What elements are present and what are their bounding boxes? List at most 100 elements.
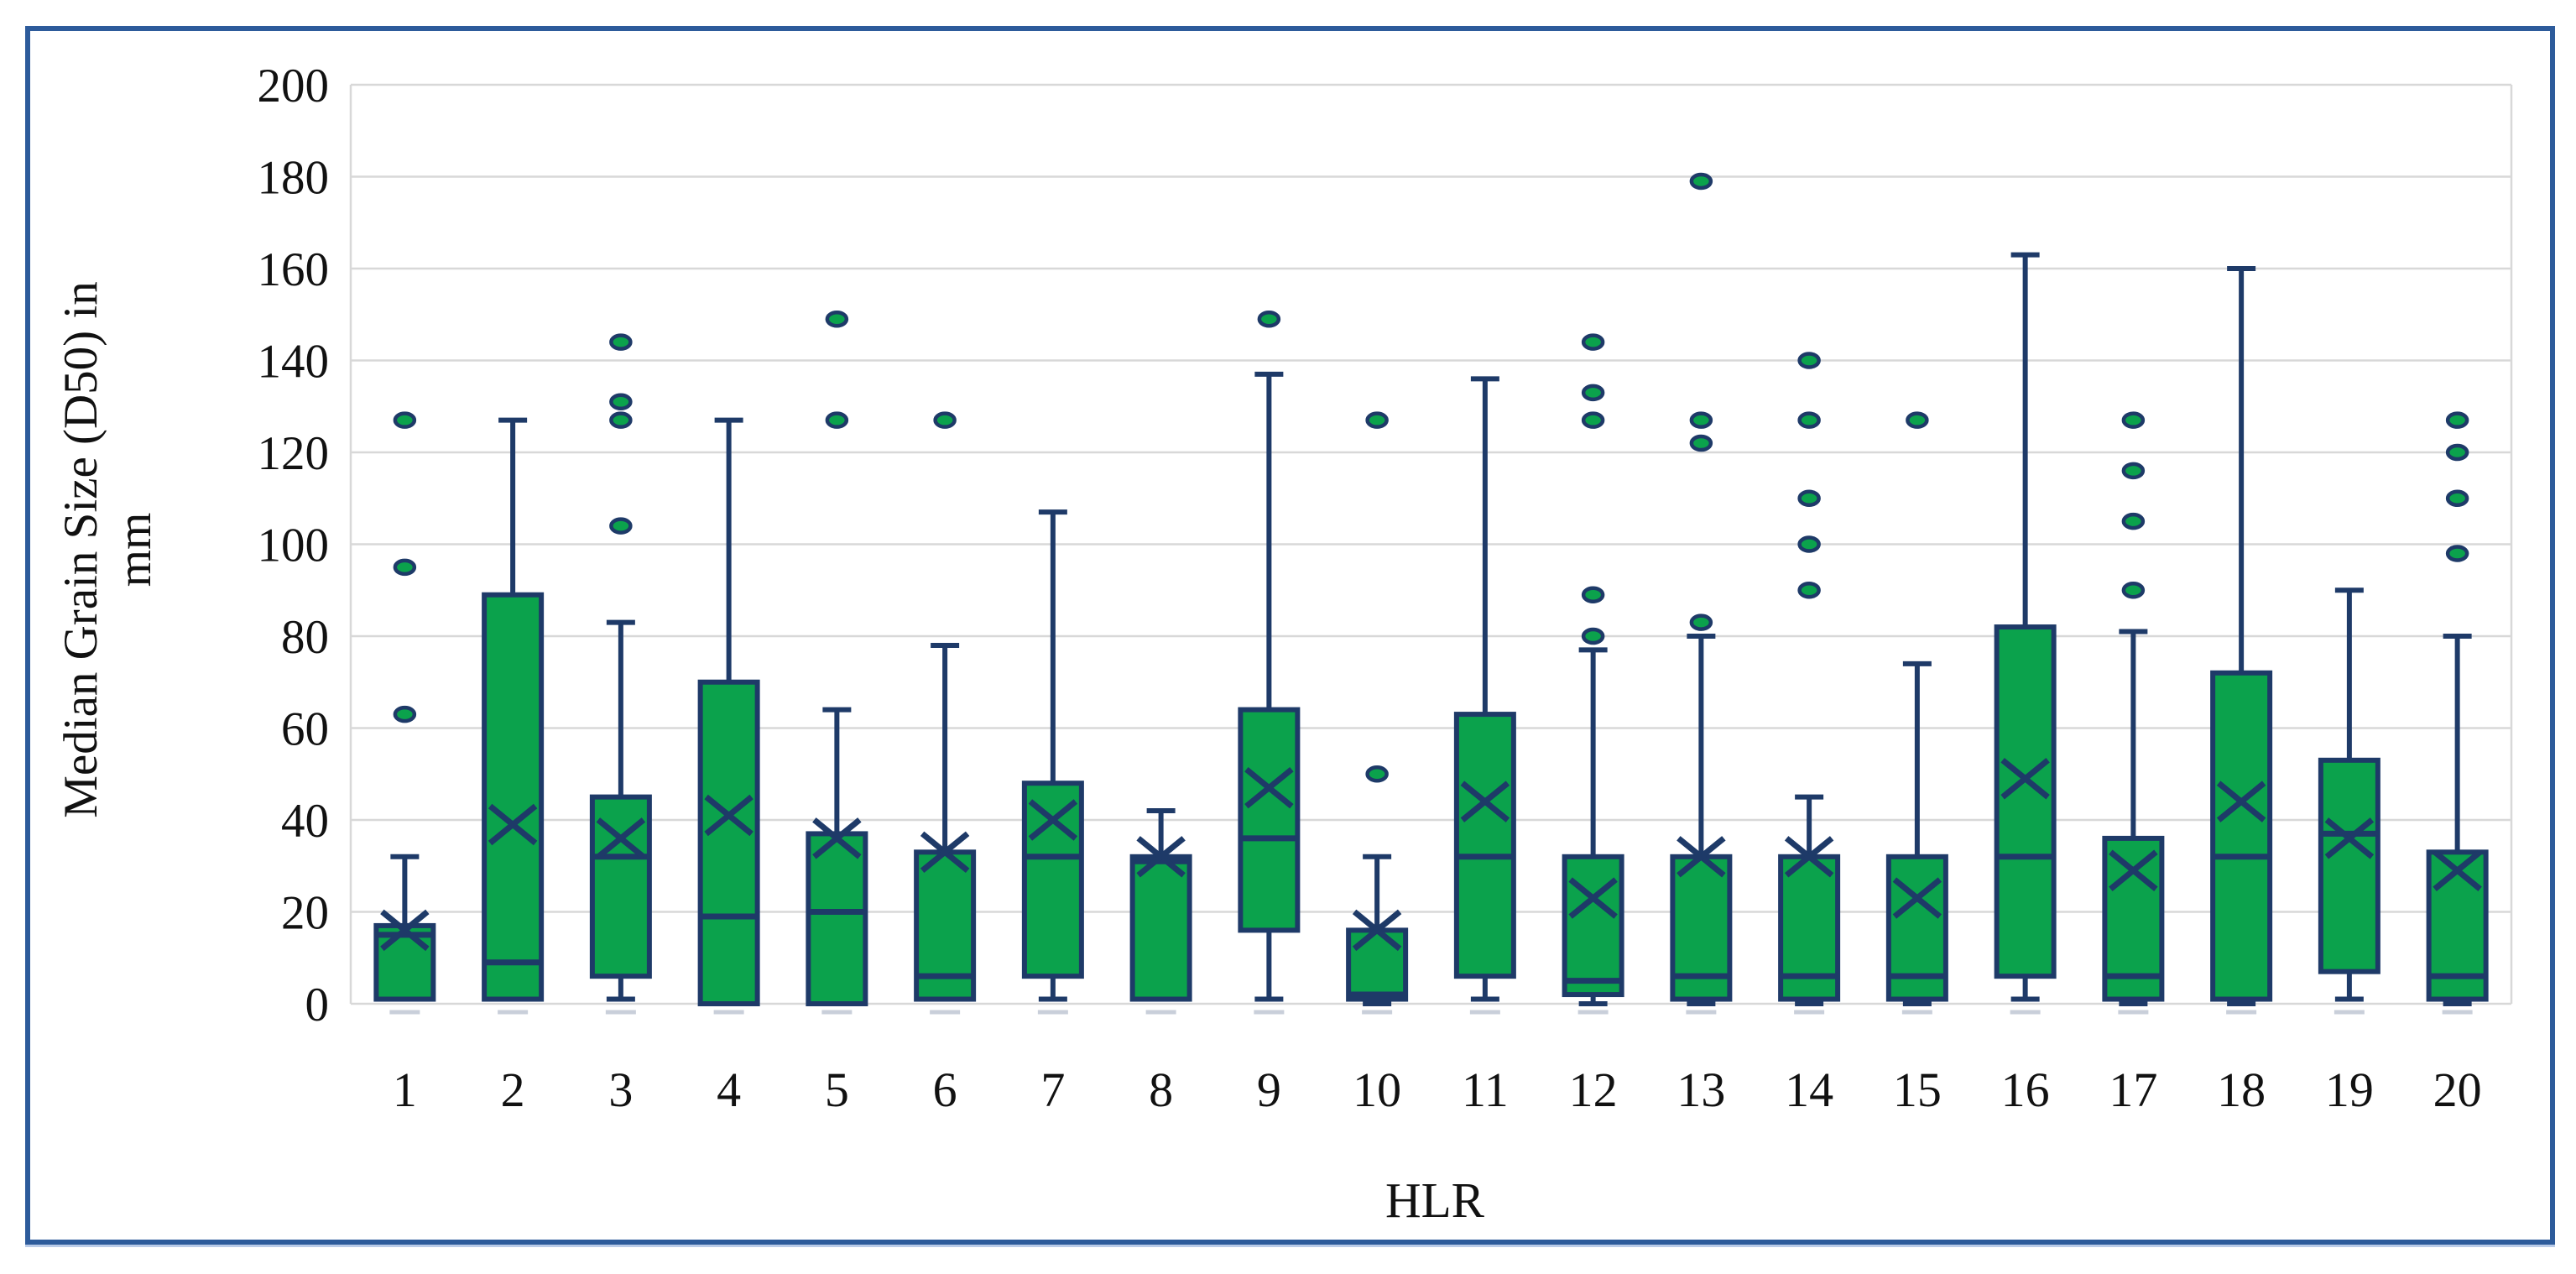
mean-marker [2216, 781, 2266, 822]
box-hlr-8 [1129, 808, 1192, 1015]
outlier-dot [1906, 411, 1929, 429]
x-tick-label: 13 [1676, 1063, 1725, 1117]
iqr-box [1346, 927, 1409, 1002]
mean-marker [2433, 849, 2482, 891]
mean-marker [380, 909, 430, 952]
outlier-dot [2121, 462, 2146, 480]
box-hlr-5 [806, 310, 868, 1015]
mean-marker [1784, 836, 1834, 878]
iqr-box [697, 679, 760, 1006]
iqr-box [1021, 781, 1084, 979]
outlier-dot [1581, 333, 1605, 351]
mean-marker [2109, 849, 2158, 891]
outlier-dot [1581, 411, 1605, 429]
mean-marker [1352, 909, 1402, 952]
box-hlr-19 [2318, 587, 2380, 1015]
x-tick-label: 5 [825, 1063, 849, 1117]
y-tick-label: 140 [258, 336, 330, 389]
outlier-dot [825, 411, 849, 429]
x-tick-label: 15 [1893, 1063, 1942, 1117]
y-tick-label: 160 [258, 243, 330, 296]
box-hlr-10 [1346, 411, 1409, 1015]
iqr-box [373, 922, 436, 1002]
box-hlr-3 [589, 333, 652, 1015]
outlier-dot [609, 517, 633, 535]
x-tick-label: 3 [608, 1063, 633, 1117]
mean-marker [1244, 766, 1294, 809]
y-axis-title-line2: mm [107, 512, 161, 587]
x-tick-label: 1 [393, 1063, 417, 1117]
iqr-box [1129, 854, 1192, 1002]
outlier-dot [609, 393, 633, 411]
x-tick-label: 9 [1257, 1063, 1281, 1117]
mean-marker [704, 794, 754, 837]
x-tick-label: 17 [2109, 1063, 2157, 1117]
x-tick-label: 4 [717, 1063, 741, 1117]
outlier-dot [393, 558, 417, 577]
iqr-box [2210, 670, 2273, 1002]
outlier-dot [1797, 582, 1821, 599]
y-tick-label: 0 [305, 979, 330, 1031]
y-tick-label: 60 [281, 703, 329, 756]
y-tick-label: 180 [258, 152, 330, 205]
mean-marker [1460, 781, 1510, 822]
iqr-box [2318, 757, 2380, 974]
x-tick-label: 2 [501, 1063, 525, 1117]
outlier-dot [1689, 434, 1713, 452]
outlier-dot [825, 310, 849, 328]
box-hlr-17 [2102, 411, 2165, 1015]
mean-marker [2324, 817, 2375, 859]
iqr-box [1238, 707, 1301, 933]
mean-marker [1892, 877, 1942, 919]
outlier-dot [1365, 765, 1389, 783]
outlier-dot [1797, 489, 1821, 507]
outlier-dot [1689, 172, 1713, 191]
mean-marker [812, 817, 862, 859]
x-tick-label: 6 [933, 1063, 957, 1117]
y-tick-label: 100 [258, 520, 330, 572]
y-axis-title: Median Grain Size (D50) in mm [55, 42, 197, 1057]
y-tick-label: 20 [281, 887, 329, 940]
box-hlr-6 [914, 411, 977, 1015]
mean-marker [1568, 877, 1618, 919]
outlier-dot [2445, 411, 2469, 429]
iqr-box [482, 592, 545, 1002]
iqr-box [1994, 624, 2057, 979]
box-hlr-2 [482, 417, 545, 1015]
x-tick-label: 16 [2001, 1063, 2050, 1117]
outlier-dot [2121, 512, 2146, 530]
outlier-dot [609, 333, 633, 351]
box-hlr-12 [1562, 333, 1624, 1015]
iqr-box [2102, 835, 2165, 1002]
outlier-dot [609, 411, 633, 429]
outlier-dot [1689, 614, 1713, 631]
x-tick-label: 10 [1353, 1063, 1401, 1117]
x-tick-label: 20 [2433, 1063, 2482, 1117]
box-hlr-20 [2426, 411, 2489, 1015]
outlier-dot [933, 411, 957, 429]
mean-marker [2000, 758, 2050, 800]
iqr-box [589, 794, 652, 979]
mean-marker [1676, 836, 1726, 878]
iqr-box [1562, 854, 1624, 998]
y-axis-title-line1: Median Grain Size (D50) in [55, 281, 107, 818]
outlier-dot [1365, 411, 1389, 429]
iqr-box [806, 831, 868, 1006]
outlier-dot [393, 411, 417, 429]
outlier-dot [1581, 627, 1605, 645]
box-hlr-1 [373, 411, 436, 1015]
mean-marker [1136, 836, 1186, 878]
outlier-dot [1797, 535, 1821, 553]
x-tick-label: 11 [1462, 1063, 1509, 1117]
outlier-dot [2121, 411, 2146, 429]
outlier-dot [1257, 310, 1281, 328]
y-tick-label: 200 [258, 60, 330, 112]
box-hlr-18 [2210, 266, 2273, 1015]
iqr-box [1453, 712, 1516, 979]
y-tick-label: 80 [281, 611, 329, 664]
mean-marker [488, 803, 538, 846]
x-tick-label: 12 [1569, 1063, 1618, 1117]
x-tick-label: 8 [1149, 1063, 1173, 1117]
